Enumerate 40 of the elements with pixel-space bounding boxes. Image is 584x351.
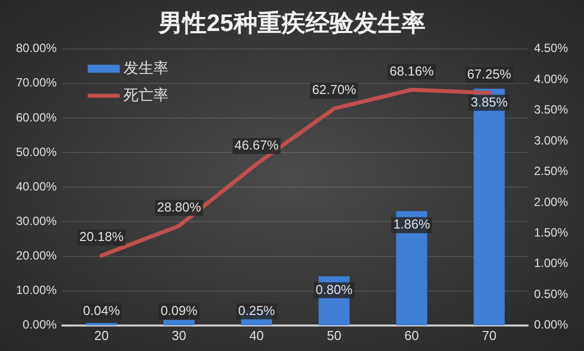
y-tick-label: 0.00% [22,318,58,332]
data-label: 1.86% [393,216,431,232]
y2-tick-label: 4.00% [534,72,568,86]
y2-tick-label: 4.50% [534,41,568,56]
y-tick-label: 80.00% [16,41,58,56]
data-label: 0.09% [160,302,198,318]
x-tick-label: 70 [482,328,496,343]
chart-title: 男性25种重疾经验发生率 [158,10,426,38]
x-tick-label: 30 [172,328,186,343]
x-tick-label: 60 [404,328,419,343]
legend-label: 发生率 [124,60,169,77]
y-tick-label: 50.00% [16,144,58,159]
y2-tick-label: 2.00% [534,194,568,209]
data-label: 62.70% [312,82,357,98]
x-tick-label: 20 [94,328,109,343]
y-tick-label: 30.00% [16,214,58,228]
y-tick-label: 60.00% [16,110,58,124]
data-label: 0.25% [238,302,276,318]
data-label: 3.85% [470,94,508,110]
data-label: 0.80% [316,282,353,297]
y2-tick-label: 3.00% [534,133,568,148]
y2-tick-label: 1.00% [534,256,568,270]
y2-tick-label: 0.00% [534,318,568,332]
x-tick-label: 50 [326,328,342,343]
y2-tick-label: 2.50% [534,164,568,178]
y2-tick-label: 1.50% [534,226,568,240]
legend-label: 死亡率 [124,86,169,104]
y-tick-label: 70.00% [16,76,58,90]
y2-tick-label: 0.50% [534,286,568,301]
data-label: 28.80% [156,199,202,214]
x-tick-label: 40 [249,328,264,343]
y-tick-label: 10.00% [16,283,58,298]
y-tick-label: 20.00% [16,248,58,263]
y-tick-label: 40.00% [16,179,58,194]
data-label: 46.67% [234,138,280,153]
data-label: 20.18% [79,229,124,244]
y2-tick-label: 3.50% [534,102,568,117]
data-label: 68.16% [390,63,434,78]
data-label: 67.25% [467,66,512,82]
data-label: 0.04% [83,302,120,318]
